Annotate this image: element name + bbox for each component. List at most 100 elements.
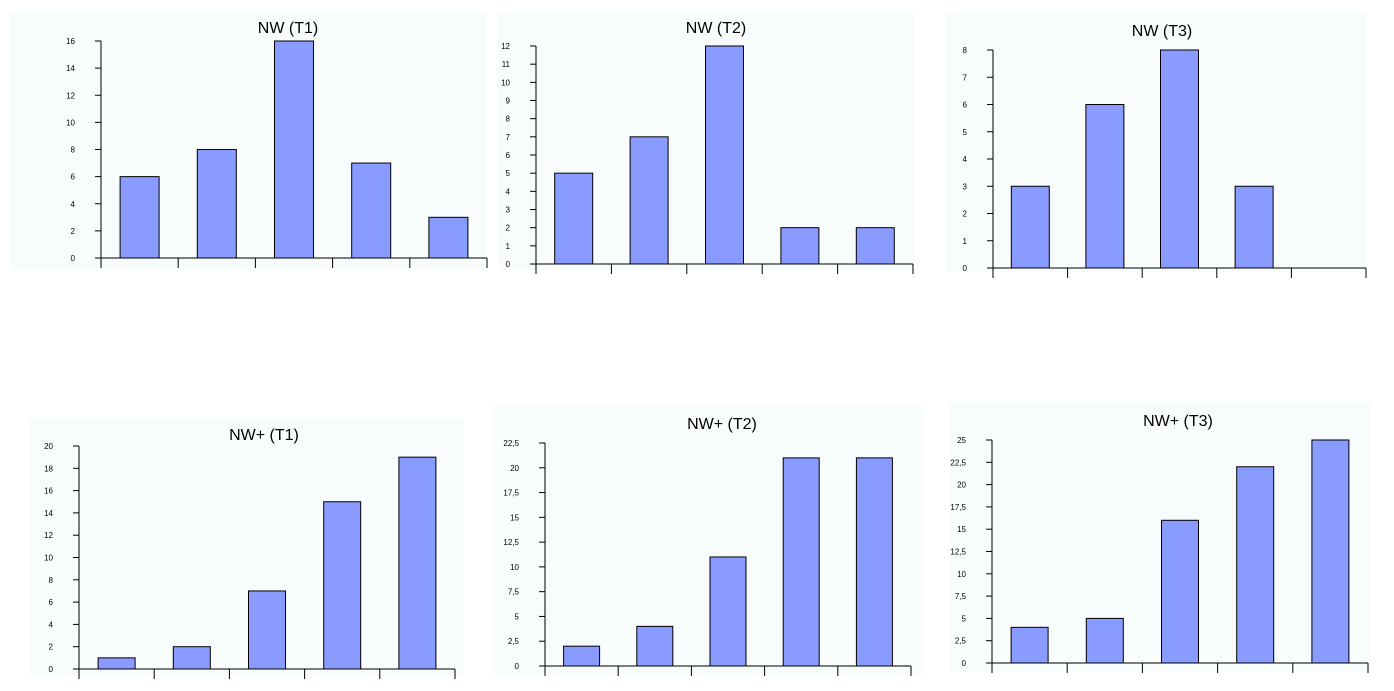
y-tick-label: 22,5 bbox=[950, 458, 966, 467]
bar bbox=[428, 216, 469, 259]
y-tick-label: 10 bbox=[66, 118, 75, 127]
chart-title: NW+ (T2) bbox=[687, 416, 757, 433]
chart-panel-nw-t1: NW (T1) 0 2 4 6 8 10 12 14 16 bbox=[10, 12, 488, 270]
y-tick-label: 11 bbox=[502, 60, 511, 69]
y-tick-label: 15 bbox=[510, 513, 519, 522]
chart-title: NW (T3) bbox=[1132, 23, 1192, 40]
y-tick-label: 8 bbox=[963, 46, 968, 55]
chart-nwplus-t1: NW+ (T1) 0 2 4 6 8 10 12 14 16 18 20 bbox=[44, 427, 456, 679]
y-tick-label: 2 bbox=[49, 643, 54, 652]
y-tick-label: 16 bbox=[44, 487, 53, 496]
y-tick-label: 2 bbox=[963, 210, 968, 219]
bar bbox=[1085, 617, 1124, 664]
y-tick-label: 5 bbox=[515, 612, 520, 621]
bar bbox=[172, 646, 211, 670]
bar bbox=[1234, 185, 1274, 269]
y-tick-label: 16 bbox=[66, 37, 75, 46]
y-tick-label: 0 bbox=[962, 659, 967, 668]
bar bbox=[1161, 519, 1199, 664]
bar bbox=[1010, 185, 1050, 269]
y-tick-label: 7 bbox=[963, 73, 968, 82]
chart-nw-t3: NW (T3) 0 1 2 3 4 5 6 7 8 bbox=[963, 23, 1367, 278]
chart-panel-nwplus-t1: NW+ (T1) 0 2 4 6 8 10 12 14 16 18 20 bbox=[30, 418, 464, 679]
y-tick-label: 4 bbox=[71, 200, 76, 209]
y-tick-label: 20 bbox=[510, 464, 519, 473]
y-tick-label: 0 bbox=[963, 264, 968, 273]
y-tick-label: 6 bbox=[963, 101, 968, 110]
y-tick-label: 18 bbox=[44, 464, 53, 473]
chart-title: NW (T1) bbox=[258, 20, 318, 37]
y-tick-label: 2,5 bbox=[508, 637, 520, 646]
bar bbox=[554, 172, 594, 265]
y-tick-label: 2 bbox=[506, 224, 511, 233]
y-tick-label: 12,5 bbox=[503, 538, 519, 547]
y-tick-label: 12 bbox=[501, 42, 510, 51]
y-tick-label: 6 bbox=[49, 598, 54, 607]
y-tick-label: 12,5 bbox=[950, 548, 966, 557]
chart-nwplus-t3: NW+ (T3) 0 2,5 5 7,5 10 12,5 15 17,5 20 22,5 25 bbox=[950, 413, 1369, 673]
y-tick-label: 2 bbox=[71, 227, 76, 236]
y-tick-label: 1 bbox=[963, 237, 968, 246]
bar bbox=[1236, 466, 1275, 664]
y-tick-label: 6 bbox=[71, 173, 76, 182]
y-tick-label: 5 bbox=[506, 169, 511, 178]
bar bbox=[855, 457, 893, 667]
chart-title: NW+ (T1) bbox=[229, 427, 299, 444]
bar bbox=[705, 45, 744, 265]
y-tick-label: 1 bbox=[506, 242, 511, 251]
y-tick-label: 4 bbox=[506, 187, 511, 196]
bar bbox=[1311, 439, 1350, 664]
bar bbox=[398, 456, 437, 670]
y-tick-label: 20 bbox=[44, 442, 53, 451]
bar bbox=[782, 457, 820, 667]
y-tick-label: 25 bbox=[957, 436, 966, 445]
chart-nwplus-t2: NW+ (T2) 0 2,5 5 7,5 10 12,5 15 17,5 20 22,5 bbox=[503, 416, 912, 676]
y-tick-label: 6 bbox=[506, 151, 511, 160]
chart-panel-nwplus-t3: NW+ (T3) 0 2,5 5 7,5 10 12,5 15 17,5 20 22,5 25 bbox=[950, 402, 1370, 673]
bar bbox=[709, 556, 747, 667]
y-tick-label: 5 bbox=[963, 128, 968, 137]
bar bbox=[97, 657, 136, 670]
y-tick-label: 9 bbox=[506, 97, 511, 106]
y-tick-label: 12 bbox=[44, 531, 53, 540]
y-tick-label: 17,5 bbox=[503, 489, 519, 498]
y-tick-label: 10 bbox=[44, 554, 53, 563]
y-tick-label: 4 bbox=[963, 155, 968, 164]
bar bbox=[323, 501, 362, 670]
y-tick-label: 7 bbox=[506, 133, 511, 142]
y-tick-label: 0 bbox=[49, 665, 54, 674]
bar bbox=[563, 645, 601, 667]
bar bbox=[248, 590, 286, 670]
y-tick-label: 20 bbox=[957, 481, 966, 490]
chart-panel-nw-t3: NW (T3) 0 1 2 3 4 5 6 7 8 bbox=[946, 12, 1367, 278]
chart-title: NW+ (T3) bbox=[1143, 413, 1213, 430]
y-tick-label: 7,5 bbox=[508, 588, 520, 597]
chart-panel-nw-t2: NW (T2) 0 1 2 3 4 5 6 7 8 9 10 11 12 bbox=[498, 12, 914, 274]
y-tick-label: 0 bbox=[515, 662, 520, 671]
bar bbox=[780, 227, 820, 265]
bar bbox=[1085, 104, 1125, 269]
y-tick-label: 3 bbox=[963, 182, 968, 191]
y-tick-label: 8 bbox=[49, 576, 54, 585]
bar bbox=[196, 149, 237, 259]
y-tick-label: 4 bbox=[49, 620, 54, 629]
y-tick-label: 14 bbox=[66, 64, 75, 73]
y-tick-label: 8 bbox=[506, 115, 511, 124]
y-tick-label: 2,5 bbox=[955, 637, 967, 646]
bar bbox=[351, 162, 392, 259]
bar bbox=[629, 136, 669, 265]
chart-panel-nwplus-t2: NW+ (T2) 0 2,5 5 7,5 10 12,5 15 17,5 20 22,5 bbox=[493, 405, 923, 676]
bar bbox=[855, 227, 895, 265]
y-tick-label: 7,5 bbox=[955, 592, 967, 601]
bar bbox=[636, 625, 674, 667]
chart-title: NW (T2) bbox=[686, 20, 746, 37]
y-tick-label: 12 bbox=[66, 91, 75, 100]
y-tick-label: 14 bbox=[44, 509, 53, 518]
y-tick-label: 0 bbox=[71, 254, 76, 263]
bar bbox=[1010, 626, 1049, 664]
chart-nw-t1: NW (T1) 0 2 4 6 8 10 12 14 16 bbox=[66, 20, 488, 268]
y-tick-label: 3 bbox=[506, 206, 511, 215]
bar bbox=[1160, 49, 1199, 269]
y-tick-label: 10 bbox=[510, 563, 519, 572]
